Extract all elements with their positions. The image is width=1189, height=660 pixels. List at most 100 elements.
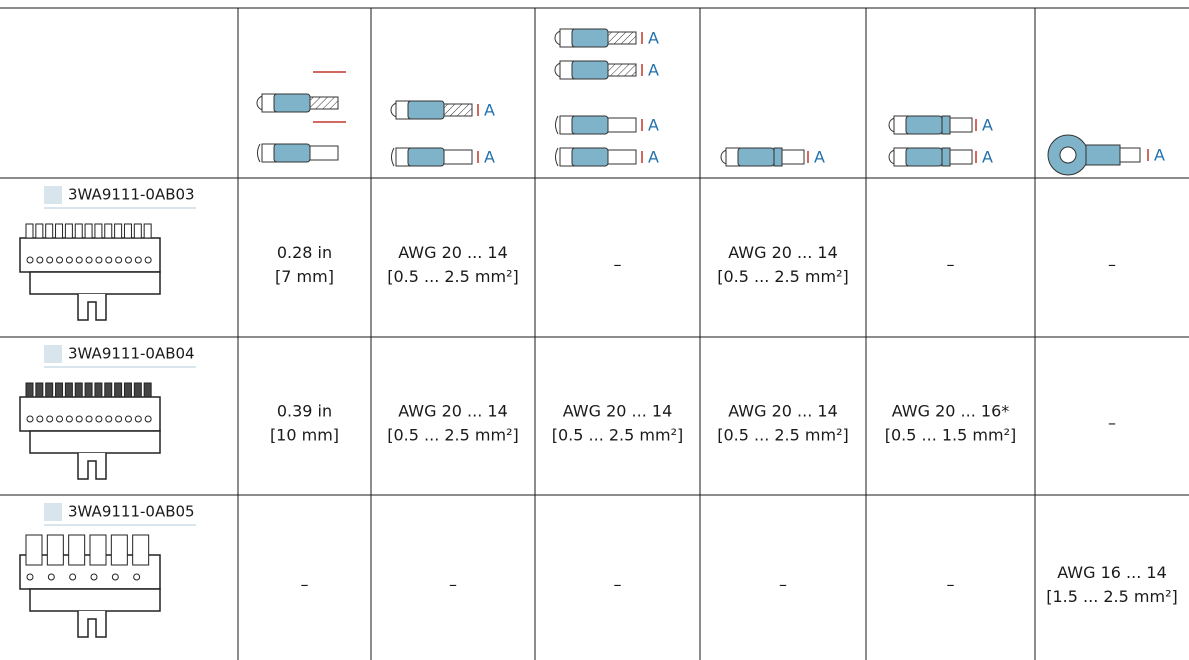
connector-body — [19, 396, 161, 432]
cell-text: – — [1108, 255, 1116, 274]
sheath-end — [391, 147, 395, 167]
screw-hole — [75, 415, 83, 423]
wire-icon — [390, 100, 473, 120]
screw-hole — [56, 415, 64, 423]
connector-base — [29, 271, 161, 295]
cell-text: – — [947, 255, 955, 274]
sheath-end — [555, 147, 559, 167]
wire-icon — [554, 60, 637, 80]
screw-hole — [105, 415, 113, 423]
terminal — [89, 534, 107, 566]
terminal — [84, 382, 93, 398]
ferrule — [905, 115, 943, 135]
dimension-label: A — [814, 148, 825, 167]
terminal — [94, 223, 103, 239]
terminal — [114, 223, 123, 239]
terminal — [64, 223, 73, 239]
terminal — [55, 382, 64, 398]
terminal — [74, 382, 83, 398]
cell-text: [0.5 ... 1.5 mm²] — [885, 426, 1016, 445]
conductor — [607, 31, 637, 45]
cell-text: 0.28 in — [277, 243, 332, 262]
conductor — [607, 149, 637, 165]
screw-hole — [144, 256, 152, 264]
terminal — [45, 382, 54, 398]
connector-body — [19, 237, 161, 273]
connector-clip — [77, 294, 107, 321]
terminal — [35, 382, 44, 398]
cell-text: [0.5 ... 2.5 mm²] — [717, 426, 848, 445]
cell-text: – — [301, 575, 309, 594]
cell-text: AWG 20 ... 14 — [728, 243, 838, 262]
conductor — [443, 149, 473, 165]
ferrule — [407, 147, 445, 167]
wire-icon — [555, 147, 637, 167]
terminal — [104, 382, 113, 398]
connector-image — [19, 223, 161, 321]
terminal — [55, 223, 64, 239]
conductor — [443, 103, 473, 117]
dimension-label: A — [648, 148, 659, 167]
cell-text: – — [614, 575, 622, 594]
wire-icon — [720, 147, 805, 167]
cell-text: – — [779, 575, 787, 594]
terminal — [143, 223, 152, 239]
terminal — [74, 223, 83, 239]
product-code: 3WA9111-0AB04 — [68, 345, 195, 363]
cell-text: AWG 20 ... 14 — [398, 402, 508, 421]
pin — [781, 149, 805, 165]
code-marker — [44, 503, 62, 521]
product-code: 3WA9111-0AB05 — [68, 503, 195, 521]
terminal — [46, 534, 64, 566]
dimension-label: A — [982, 148, 993, 167]
connector-base — [29, 588, 161, 612]
ferrule — [571, 115, 609, 135]
screw-hole — [105, 256, 113, 264]
cell-text: [1.5 ... 2.5 mm²] — [1046, 587, 1177, 606]
screw-hole — [46, 415, 54, 423]
cell-text: AWG 16 ... 14 — [1057, 563, 1167, 582]
cell-text: – — [1108, 414, 1116, 433]
connector-clip — [77, 453, 107, 480]
dimension-label: A — [1154, 146, 1165, 165]
cell-text: [0.5 ... 2.5 mm²] — [552, 426, 683, 445]
terminal — [94, 382, 103, 398]
code-marker — [44, 345, 62, 363]
dimension-label: A — [648, 116, 659, 135]
wire-icon — [554, 28, 637, 48]
ferrule — [571, 60, 609, 80]
terminal — [64, 382, 73, 398]
screw-hole — [124, 415, 132, 423]
cell-text: [0.5 ... 2.5 mm²] — [387, 267, 518, 286]
terminal — [25, 534, 43, 566]
connector-clip — [77, 611, 107, 638]
cell-text: – — [614, 255, 622, 274]
collar — [941, 147, 951, 167]
terminal — [104, 223, 113, 239]
screw-hole — [95, 256, 103, 264]
terminal — [35, 223, 44, 239]
terminal — [123, 223, 132, 239]
ferrule — [273, 93, 311, 113]
screw-hole — [85, 415, 93, 423]
ferrule — [273, 143, 311, 163]
terminal — [68, 534, 86, 566]
screw-hole — [36, 256, 44, 264]
pin — [949, 149, 973, 165]
screw-hole — [65, 415, 73, 423]
wire-icon — [391, 147, 473, 167]
screw-hole — [115, 256, 123, 264]
screw-hole — [26, 256, 34, 264]
dimension-label: A — [648, 29, 659, 48]
terminal — [132, 534, 150, 566]
screw-hole — [26, 415, 34, 423]
screw-hole — [90, 573, 98, 581]
ferrule — [407, 100, 445, 120]
screw-hole — [46, 256, 54, 264]
screw-hole — [133, 573, 141, 581]
cell-text: AWG 20 ... 14 — [398, 243, 508, 262]
ferrule — [571, 147, 609, 167]
dimension-label: A — [484, 101, 495, 120]
ferrule — [737, 147, 775, 167]
